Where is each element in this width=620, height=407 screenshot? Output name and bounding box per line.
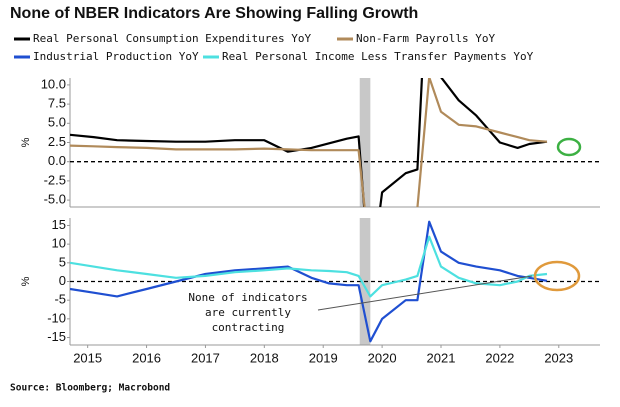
x-tick-label: 2021 [427,350,456,365]
legend-label: Industrial Production YoY [33,50,199,63]
legend-label: Real Personal Income Less Transfer Payme… [222,50,534,63]
shaded-band [359,78,371,207]
x-tick-label: 2019 [309,350,338,365]
arrow [317,275,533,311]
annotation: None of indicators [188,291,307,304]
series-line [70,78,548,207]
x-tick-label: 2023 [544,350,573,365]
y-tick-label: 10 [52,236,66,251]
chart-title: None of NBER Indicators Are Showing Fall… [10,5,418,22]
x-tick-label: 2018 [250,350,279,365]
annotation: are currently [205,306,291,319]
y-tick-label: -15 [47,329,66,344]
x-tick-label: 2016 [132,350,161,365]
plot-area [70,78,548,207]
y-axis-label: % [20,137,32,147]
y-tick-label: 5 [59,254,66,269]
y-tick-label: 10.0 [41,76,66,91]
annotation: contracting [212,321,285,334]
y-tick-label: -2.5 [44,172,66,187]
series-line [70,220,548,343]
x-tick-label: 2015 [73,350,102,365]
y-tick-label: 15 [52,217,66,232]
y-tick-label: -10 [47,310,66,325]
y-tick-label: 2.5 [48,134,66,149]
y-tick-label: 7.5 [48,96,66,111]
x-tick-label: 2022 [485,350,514,365]
y-axis-label: % [20,276,32,286]
legend-label: Non-Farm Payrolls YoY [356,32,495,45]
series-line [70,235,548,298]
highlight [556,137,582,157]
y-tick-label: 0.0 [48,153,66,168]
x-tick-label: 2020 [368,350,397,365]
y-tick-label: 5.0 [48,115,66,130]
y-tick-label: -5.0 [44,192,66,207]
series-line [70,78,548,207]
highlight [533,260,581,292]
legend-label: Real Personal Consumption Expenditures Y… [33,32,312,45]
x-tick-label: 2017 [191,350,220,365]
plot-area [70,220,548,343]
source: Source: Bloomberg; Macrobond [10,383,170,394]
y-tick-label: 0 [59,273,66,288]
y-tick-label: -5 [54,292,66,307]
